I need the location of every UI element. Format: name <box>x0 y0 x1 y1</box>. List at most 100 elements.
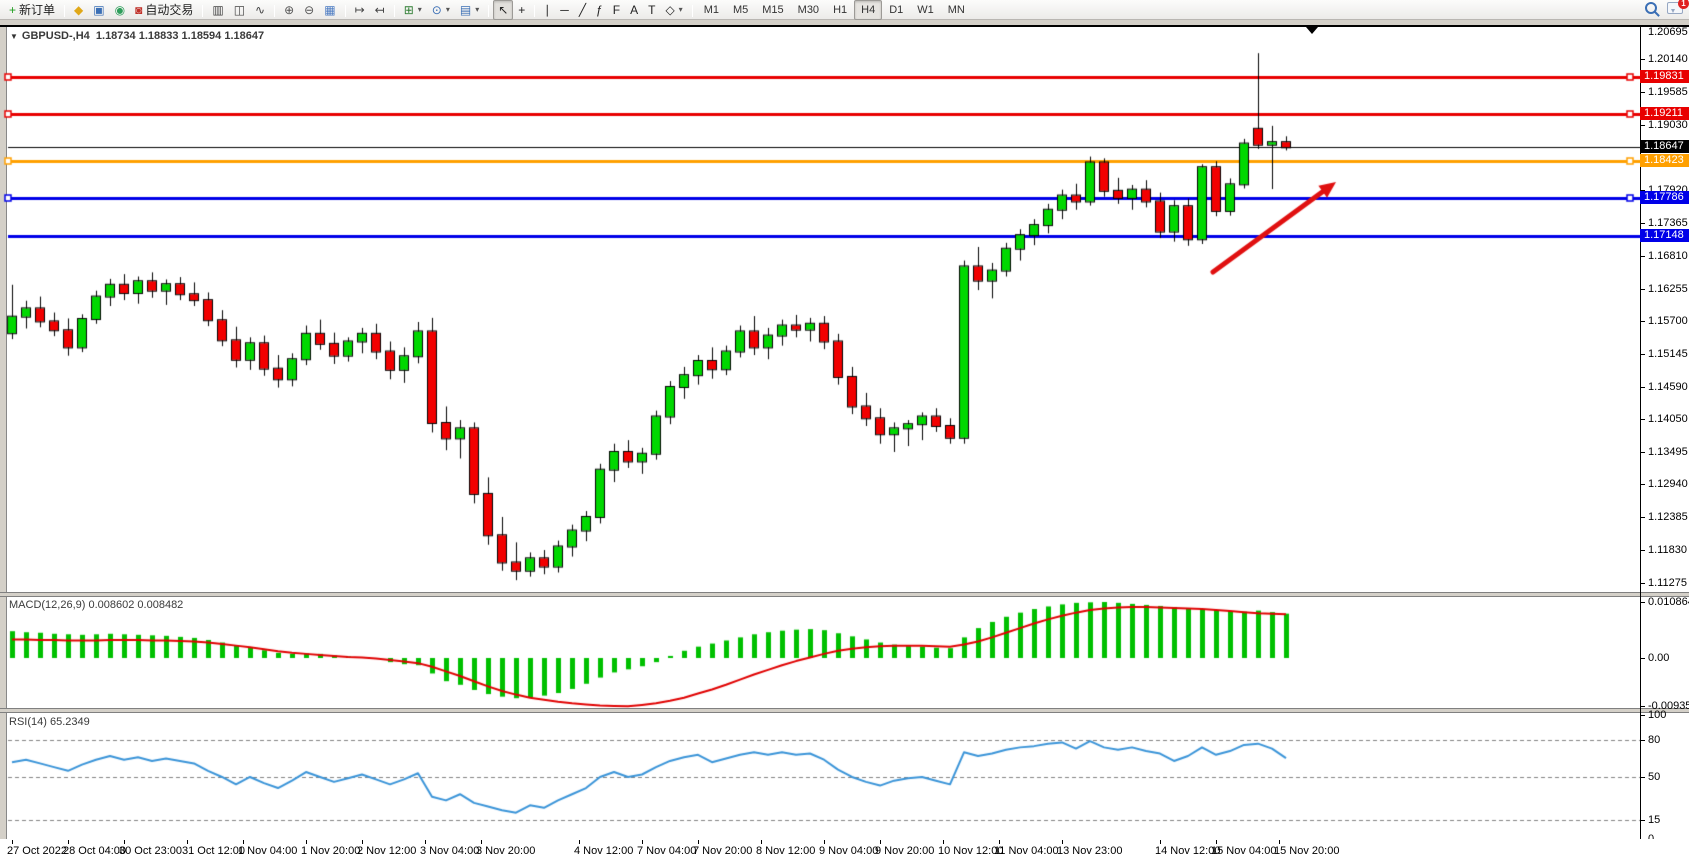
rsi-tick <box>1641 739 1645 741</box>
chart-top-border <box>0 26 1689 27</box>
vertical-line-button[interactable]: ∣ <box>539 0 555 20</box>
autotrading-button[interactable]: ◙ 自动交易 <box>130 0 198 20</box>
time-axis-label: 1 Nov 20:00 <box>301 845 361 857</box>
community-chat-icon[interactable]: 1 <box>1667 0 1689 14</box>
dropdown-caret-icon[interactable]: ▾ <box>678 5 683 14</box>
arrows-button[interactable]: ◇ ▾ <box>660 0 687 20</box>
macd-axis-label: 0.00 <box>1648 652 1670 664</box>
toolbar-separator <box>393 4 395 17</box>
chart-symbol-period: GBPUSD-,H4 <box>21 30 90 42</box>
time-tick <box>999 840 1000 844</box>
fibonacci-button[interactable]: F <box>608 0 625 20</box>
timeframe-h4-button[interactable]: H4 <box>854 0 883 20</box>
trendline-button[interactable]: ╱ <box>574 0 591 20</box>
dropdown-caret-icon[interactable]: ▾ <box>417 5 422 14</box>
time-axis[interactable]: 27 Oct 2022 28 Oct 04:00 30 Oct 23:00 31 Oc… <box>0 839 1689 862</box>
toolbar-separator <box>202 4 204 17</box>
bar-chart-type-button[interactable]: ▥ <box>207 0 228 20</box>
dropdown-caret-icon[interactable]: ▾ <box>475 5 480 14</box>
text-label-button[interactable]: T <box>643 0 660 20</box>
rsi-indicator-panel[interactable] <box>0 714 1640 839</box>
market-watch-button[interactable]: ▣ <box>88 0 109 20</box>
price-tick <box>1641 190 1645 192</box>
time-tick <box>68 840 69 844</box>
macd-axis-label: 0.010864 <box>1648 596 1689 608</box>
time-axis-label: 8 Nov 12:00 <box>756 845 816 857</box>
quotes-icon-icon: ◆ <box>74 2 84 17</box>
rsi-panel-splitter[interactable] <box>0 708 1689 713</box>
price-axis-label: 1.17365 <box>1648 217 1688 230</box>
tile-windows-button[interactable]: ▦ <box>319 0 340 20</box>
time-axis-label: 31 Oct 12:00 <box>182 845 245 857</box>
tile-windows-icon: ▦ <box>324 2 336 17</box>
time-axis-label: 1 Nov 04:00 <box>238 845 298 857</box>
timeframe-toolbar: M1 M5 M15 M30 H1 H4 D1 W1 MN <box>697 0 972 20</box>
new-chart-button[interactable]: ⊞ ▾ <box>399 0 427 20</box>
navigator-button[interactable]: ◉ <box>110 0 130 20</box>
time-tick <box>579 840 580 844</box>
horizontal-line-icon: ─ <box>560 2 569 17</box>
timeframe-d1-button[interactable]: D1 <box>889 3 904 16</box>
macd-tick <box>1641 658 1645 659</box>
zoom-out-icon: ⊖ <box>304 2 315 17</box>
macd-panel-splitter[interactable] <box>0 592 1689 597</box>
horizontal-line-button[interactable]: ─ <box>555 0 574 20</box>
time-tick <box>1279 840 1280 844</box>
quotes-icon-button[interactable]: ◆ <box>69 0 88 20</box>
price-tick <box>1641 255 1645 257</box>
time-axis-label: 28 Oct 04:00 <box>63 845 126 857</box>
rsi-tick <box>1641 820 1645 822</box>
new-order-button[interactable]: + 新订单 <box>4 0 60 20</box>
rsi-value: 65.2349 <box>49 716 90 728</box>
zoom-in-button[interactable]: ⊕ <box>279 0 299 20</box>
timeframe-w1-button[interactable]: W1 <box>917 3 934 16</box>
new-order-button-label: 新订单 <box>19 3 56 17</box>
zoom-out-button[interactable]: ⊖ <box>299 0 319 20</box>
price-axis-label: 1.13495 <box>1648 445 1688 458</box>
candlestick-chart-type-button[interactable]: ◫ <box>229 0 250 20</box>
time-axis-label: 7 Nov 04:00 <box>637 845 697 857</box>
price-axis-label: 1.12385 <box>1648 511 1688 524</box>
time-axis-label: 3 Nov 20:00 <box>476 845 536 857</box>
time-axis-label: 4 Nov 12:00 <box>574 845 634 857</box>
chart-title: ▼ GBPUSD-,H4 1.18734 1.18833 1.18594 1.18… <box>10 30 264 42</box>
price-line-badge: 1.19211 <box>1640 106 1689 120</box>
chevron-down-icon[interactable]: ▼ <box>10 32 18 41</box>
rsi-label: RSI(14) 65.2349 <box>9 716 90 728</box>
time-tick <box>761 840 762 844</box>
periods-button[interactable]: ⊙ ▾ <box>427 0 455 20</box>
price-line-badge: 1.17148 <box>1640 228 1689 242</box>
timeframe-m30-button[interactable]: M30 <box>797 3 820 16</box>
timeframe-m5-button[interactable]: M5 <box>732 3 749 16</box>
candlestick-chart[interactable] <box>0 26 1640 592</box>
templates-button[interactable]: ▤ ▾ <box>455 0 484 20</box>
macd-indicator-panel[interactable] <box>0 598 1640 708</box>
price-axis-label: 1.16255 <box>1648 282 1688 295</box>
timeframe-m1-button[interactable]: M1 <box>703 3 719 16</box>
rsi-axis-label: 0 <box>1648 833 1654 845</box>
chart-shift-marker-icon[interactable] <box>1306 27 1318 34</box>
timeframe-m15-button[interactable]: M15 <box>762 3 784 16</box>
macd-values: 0.008602 0.008482 <box>88 599 184 611</box>
notification-badge: 1 <box>1678 0 1689 9</box>
timeframe-h1-button[interactable]: H1 <box>833 3 848 16</box>
rsi-axis-label: 80 <box>1648 733 1661 746</box>
line-chart-type-button[interactable]: ∿ <box>250 0 270 20</box>
time-tick <box>1216 840 1217 844</box>
macd-label: MACD(12,26,9) 0.008602 0.008482 <box>9 599 184 611</box>
text-button[interactable]: A <box>625 0 643 20</box>
search-icon[interactable] <box>1645 2 1657 14</box>
channel-button[interactable]: ƒ <box>591 0 608 20</box>
dropdown-caret-icon[interactable]: ▾ <box>445 5 450 14</box>
rsi-tick <box>1641 776 1645 778</box>
templates-icon: ▤ <box>459 2 472 17</box>
chart-shift-button[interactable]: ↤ <box>370 0 390 20</box>
price-axis-label: 1.19585 <box>1648 85 1688 98</box>
crosshair-button[interactable]: + <box>513 0 530 20</box>
cursor-button[interactable]: ↖ <box>493 0 514 20</box>
time-tick <box>1160 840 1161 844</box>
timeframe-mn-button[interactable]: MN <box>947 3 965 16</box>
time-tick <box>306 840 307 844</box>
time-tick <box>12 840 13 844</box>
auto-scroll-button[interactable]: ↦ <box>350 0 370 20</box>
